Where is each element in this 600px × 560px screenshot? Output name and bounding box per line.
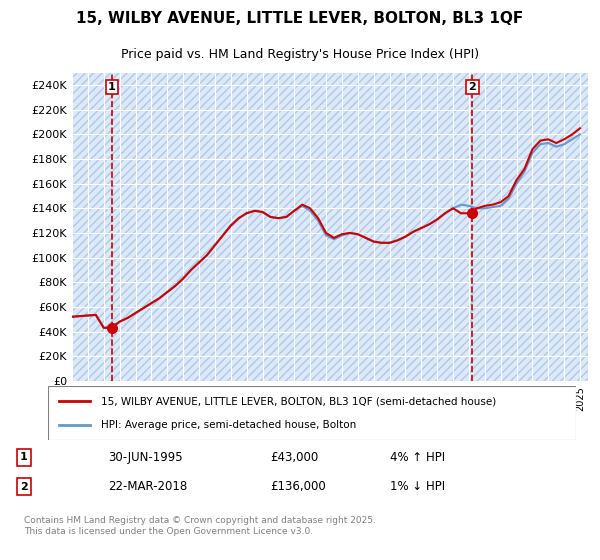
- Text: Price paid vs. HM Land Registry's House Price Index (HPI): Price paid vs. HM Land Registry's House …: [121, 48, 479, 61]
- Text: £136,000: £136,000: [270, 480, 326, 493]
- Text: 1: 1: [108, 82, 116, 92]
- Text: 2: 2: [20, 482, 28, 492]
- Text: 1% ↓ HPI: 1% ↓ HPI: [390, 480, 445, 493]
- Text: 15, WILBY AVENUE, LITTLE LEVER, BOLTON, BL3 1QF (semi-detached house): 15, WILBY AVENUE, LITTLE LEVER, BOLTON, …: [101, 396, 496, 407]
- Text: HPI: Average price, semi-detached house, Bolton: HPI: Average price, semi-detached house,…: [101, 419, 356, 430]
- Text: 4% ↑ HPI: 4% ↑ HPI: [390, 451, 445, 464]
- FancyBboxPatch shape: [48, 386, 576, 440]
- Text: 1: 1: [20, 452, 28, 462]
- Text: 22-MAR-2018: 22-MAR-2018: [108, 480, 187, 493]
- Text: £43,000: £43,000: [270, 451, 318, 464]
- Text: 2: 2: [469, 82, 476, 92]
- Text: Contains HM Land Registry data © Crown copyright and database right 2025.
This d: Contains HM Land Registry data © Crown c…: [24, 516, 376, 535]
- Text: 30-JUN-1995: 30-JUN-1995: [108, 451, 182, 464]
- Text: 15, WILBY AVENUE, LITTLE LEVER, BOLTON, BL3 1QF: 15, WILBY AVENUE, LITTLE LEVER, BOLTON, …: [76, 11, 524, 26]
